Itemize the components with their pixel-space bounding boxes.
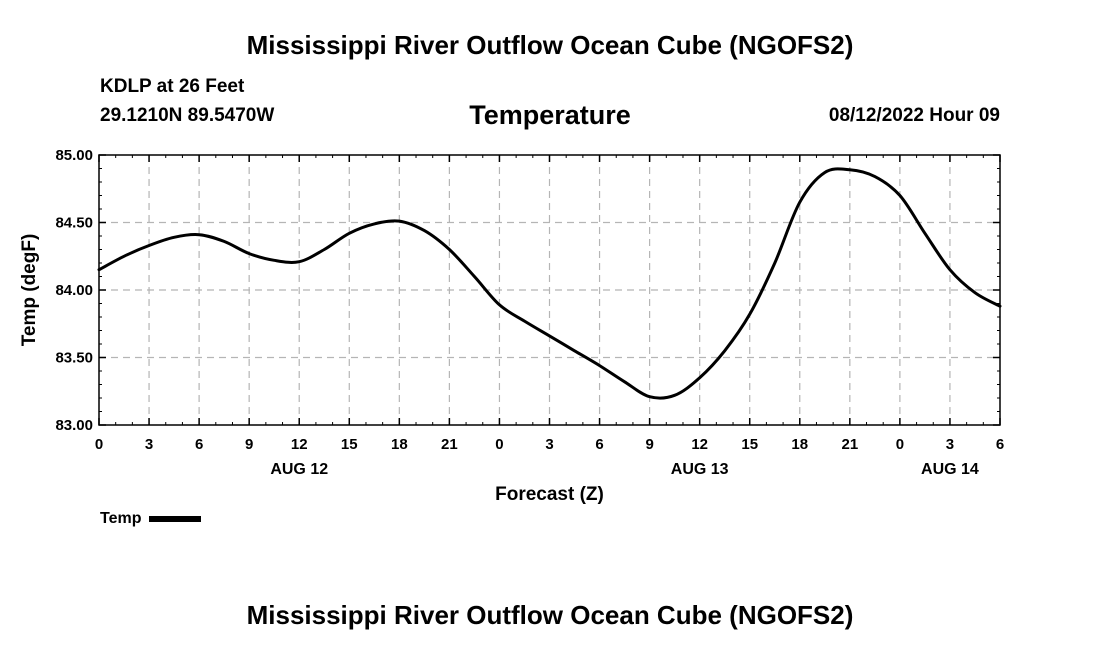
- variable-title: Temperature: [469, 100, 631, 130]
- x-tick-label: 6: [195, 436, 203, 453]
- footer-title: Mississippi River Outflow Ocean Cube (NG…: [246, 600, 854, 630]
- y-tick-label: 85.00: [55, 147, 93, 164]
- y-tick-label: 84.50: [55, 215, 93, 232]
- x-tick-label: 15: [741, 436, 758, 453]
- legend-label: Temp: [100, 510, 142, 527]
- x-tick-label: 21: [441, 436, 458, 453]
- main-title: Mississippi River Outflow Ocean Cube (NG…: [246, 30, 854, 60]
- x-tick-label: 0: [495, 436, 503, 453]
- grid-lines: [99, 155, 1000, 425]
- legend-swatch: [149, 516, 202, 522]
- y-axis-title: Temp (degF): [19, 234, 40, 347]
- x-tick-label: 18: [391, 436, 408, 453]
- date-labels: AUG 12 AUG 13 AUG 14: [270, 461, 979, 478]
- x-tick-label: 12: [291, 436, 308, 453]
- x-tick-label: 18: [791, 436, 808, 453]
- date-label: AUG 13: [671, 461, 729, 478]
- y-tick-label: 83.50: [55, 350, 93, 367]
- x-tick-label: 15: [341, 436, 358, 453]
- forecast-timestamp: 08/12/2022 Hour 09: [828, 105, 1000, 126]
- x-tick-label: 3: [946, 436, 954, 453]
- x-tick-label: 9: [645, 436, 653, 453]
- station-coordinates: 29.1210N 89.5470W: [100, 105, 275, 126]
- x-tick-label: 12: [691, 436, 708, 453]
- x-tick-label: 3: [545, 436, 553, 453]
- y-tick-label: 84.00: [55, 282, 93, 299]
- x-tick-label: 6: [996, 436, 1004, 453]
- x-axis-title: Forecast (Z): [495, 484, 604, 505]
- x-tick-label: 21: [841, 436, 858, 453]
- y-tick-labels: 83.00 83.50 84.00 84.50 85.00: [55, 147, 93, 434]
- temp-series-line: [97, 167, 1002, 400]
- legend: Temp: [100, 510, 202, 528]
- x-tick-label: 3: [145, 436, 153, 453]
- y-tick-label: 83.00: [55, 417, 93, 434]
- x-tick-label: 0: [95, 436, 103, 453]
- x-tick-label: 0: [896, 436, 904, 453]
- x-tick-label: 6: [595, 436, 603, 453]
- x-tick-labels: 0 3 6 9 12 15 18 21 0 3 6 9 12 15 18 21 0 3 6: [95, 436, 1004, 453]
- date-label: AUG 12: [270, 461, 328, 478]
- station-label: KDLP at 26 Feet: [100, 76, 245, 97]
- x-tick-label: 9: [245, 436, 253, 453]
- plot-frame: [98, 154, 1001, 426]
- date-label: AUG 14: [921, 461, 979, 478]
